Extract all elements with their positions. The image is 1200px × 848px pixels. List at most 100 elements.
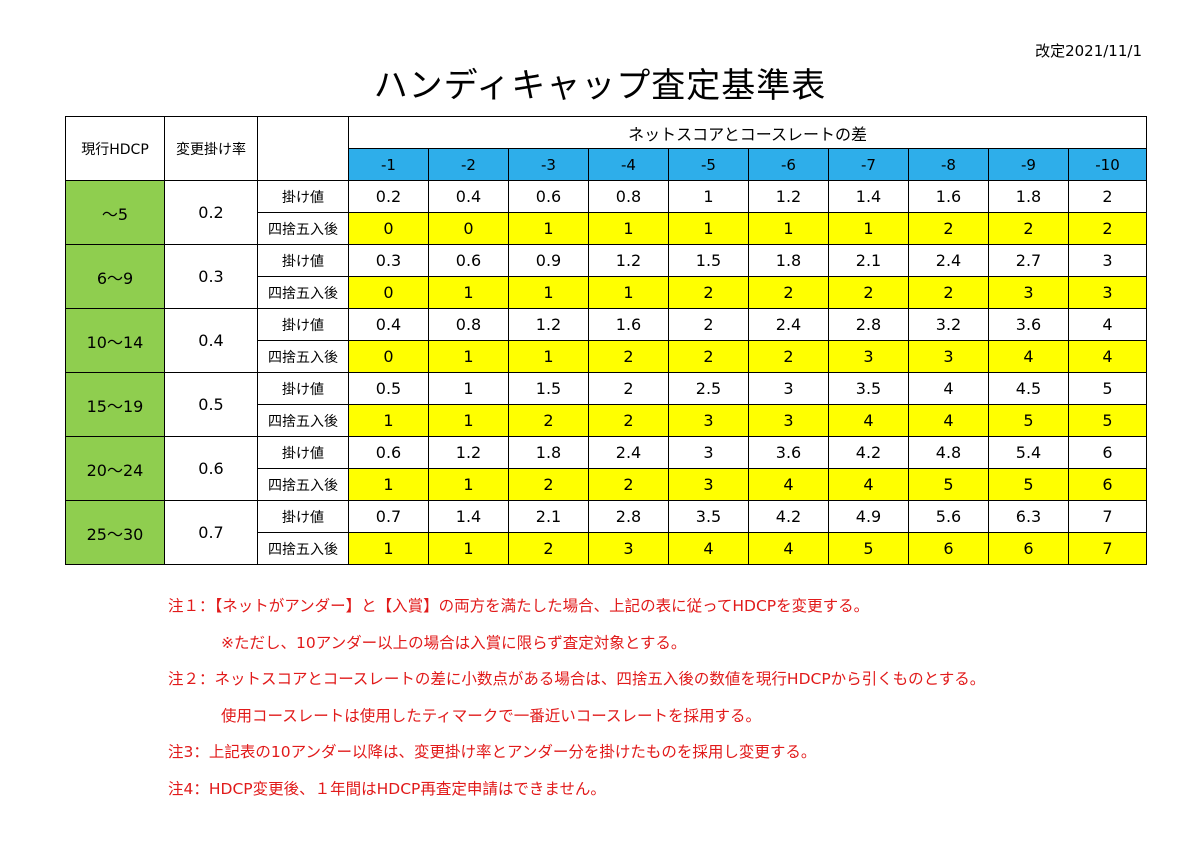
rounded-value-cell: 2	[988, 212, 1069, 245]
kake-value-cell: 2	[588, 372, 669, 405]
note-line: 注3：上記表の10アンダー以降は、変更掛け率とアンダー分を掛けたものを採用し変更…	[168, 743, 817, 761]
note-line: 注4：HDCP変更後、１年間はHDCP再査定申請はできません。	[168, 779, 606, 798]
kake-value-cell: 0.2	[348, 180, 429, 213]
kake-value-cell: 1.2	[508, 308, 589, 341]
kake-value-cell: 6	[1067, 436, 1148, 469]
table-row-rounded: 四捨五入後 1 1 2 3 4 4 5 6 6 7	[66, 532, 1148, 565]
kake-value-cell: 0.9	[508, 244, 589, 277]
rounded-value-cell: 2	[508, 468, 589, 501]
rounded-value-cell: 1	[668, 212, 749, 245]
row-label-rounded: 四捨五入後	[257, 404, 349, 437]
note-line: 注１：【ネットがアンダー】と【入賞】の両方を満たした場合、上記の表に従ってHDC…	[168, 597, 870, 615]
diff-header-cell: -2	[428, 148, 509, 181]
kake-value-cell: 1	[668, 180, 749, 213]
hdcp-range-cell: 6～9	[65, 244, 165, 309]
kake-value-cell: 3	[748, 372, 829, 405]
rounded-value-cell: 2	[908, 212, 989, 245]
handicap-table: 現行HDCP 変更掛け率 ネットスコアとコースレートの差 -1 -2 -3 -4 -5-…	[65, 116, 1148, 565]
kake-value-cell: 4	[1067, 308, 1148, 341]
kake-value-cell: 0.4	[348, 308, 429, 341]
kake-value-cell: 2.1	[508, 500, 589, 533]
rounded-value-cell: 4	[988, 340, 1069, 373]
rounded-value-cell: 0	[348, 340, 429, 373]
rate-cell: 0.7	[164, 500, 258, 565]
rounded-value-cell: 2	[1067, 212, 1148, 245]
kake-value-cell: 1.4	[428, 500, 509, 533]
rate-cell: 0.4	[164, 308, 258, 373]
rounded-value-cell: 4	[1067, 340, 1148, 373]
rounded-value-cell: 1	[348, 468, 429, 501]
rounded-value-cell: 3	[668, 404, 749, 437]
kake-value-cell: 7	[1067, 500, 1148, 533]
rounded-value-cell: 2	[908, 276, 989, 309]
table-header-row: 現行HDCP 変更掛け率 ネットスコアとコースレートの差	[65, 116, 1148, 181]
diff-header-cell: -4	[588, 148, 669, 181]
table-row-kake: 20～24 0.6 掛け値 0.6 1.2 1.8 2.4 3 3.6 4.2 4.8 5.4 6	[65, 436, 1148, 501]
kake-value-cell: 4	[908, 372, 989, 405]
kake-value-cell: 0.7	[348, 500, 429, 533]
kake-value-cell: 1.5	[668, 244, 749, 277]
kake-value-cell: 4.9	[828, 500, 909, 533]
row-label-rounded: 四捨五入後	[257, 468, 349, 501]
kake-value-cell: 2	[668, 308, 749, 341]
kake-value-cell: 2	[1067, 180, 1148, 213]
rounded-value-cell: 1	[348, 532, 429, 565]
rounded-value-cell: 1	[588, 212, 669, 245]
rounded-value-cell: 0	[348, 276, 429, 309]
kake-value-cell: 0.3	[348, 244, 429, 277]
rounded-value-cell: 2	[668, 276, 749, 309]
rounded-value-cell: 2	[828, 276, 909, 309]
hdcp-range-cell: ～5	[65, 180, 165, 245]
kake-value-cell: 2.8	[828, 308, 909, 341]
hdcp-range-cell: 10～14	[65, 308, 165, 373]
rounded-value-cell: 3	[1067, 276, 1148, 309]
rounded-value-cell: 4	[828, 468, 909, 501]
table-row-kake: 25～30 0.7 掛け値 0.7 1.4 2.1 2.8 3.5 4.2 4.9 5.6 6.3 7	[65, 500, 1148, 565]
rounded-value-cell: 1	[428, 340, 509, 373]
kake-value-cell: 2.4	[748, 308, 829, 341]
rounded-value-cell: 1	[428, 404, 509, 437]
diff-header-row: -1 -2 -3 -4 -5 -6 -7 -8 -9 -10	[66, 148, 1148, 181]
rounded-value-cell: 3	[828, 340, 909, 373]
rounded-value-cell: 5	[1067, 404, 1148, 437]
kake-value-cell: 3	[1067, 244, 1148, 277]
table-row-rounded: 四捨五入後 0 1 1 2 2 2 3 3 4 4	[66, 340, 1148, 373]
kake-value-cell: 4.2	[828, 436, 909, 469]
kake-value-cell: 1.4	[828, 180, 909, 213]
notes-section: 注１：【ネットがアンダー】と【入賞】の両方を満たした場合、上記の表に従ってHDC…	[168, 594, 985, 813]
kake-value-cell: 1.8	[748, 244, 829, 277]
rounded-value-cell: 4	[668, 532, 749, 565]
rounded-value-cell: 1	[428, 468, 509, 501]
rounded-value-cell: 1	[508, 212, 589, 245]
rounded-value-cell: 3	[748, 404, 829, 437]
row-label-kake: 掛け値	[257, 244, 349, 277]
rounded-value-cell: 1	[348, 404, 429, 437]
rate-cell: 0.6	[164, 436, 258, 501]
kake-value-cell: 6.3	[988, 500, 1069, 533]
rounded-value-cell: 3	[988, 276, 1069, 309]
row-label-kake: 掛け値	[257, 180, 349, 213]
kake-value-cell: 0.5	[348, 372, 429, 405]
rounded-value-cell: 4	[748, 532, 829, 565]
rounded-value-cell: 2	[508, 404, 589, 437]
kake-value-cell: 2.4	[908, 244, 989, 277]
row-label-kake: 掛け値	[257, 308, 349, 341]
rounded-value-cell: 2	[508, 532, 589, 565]
kake-value-cell: 3.5	[668, 500, 749, 533]
diff-header-cell: -6	[748, 148, 829, 181]
rounded-value-cell: 2	[668, 340, 749, 373]
rounded-value-cell: 0	[348, 212, 429, 245]
table-row-rounded: 四捨五入後 0 0 1 1 1 1 1 2 2 2	[66, 212, 1148, 245]
rounded-value-cell: 2	[748, 340, 829, 373]
diff-header-cell: -7	[828, 148, 909, 181]
kake-value-cell: 1.2	[748, 180, 829, 213]
header-diff-group: ネットスコアとコースレートの差	[347, 116, 1148, 149]
kake-value-cell: 2.8	[588, 500, 669, 533]
header-blank	[257, 116, 349, 181]
kake-value-cell: 1.8	[988, 180, 1069, 213]
kake-value-cell: 3.5	[828, 372, 909, 405]
rounded-value-cell: 5	[988, 404, 1069, 437]
rate-cell: 0.2	[164, 180, 258, 245]
kake-value-cell: 1.6	[588, 308, 669, 341]
diff-header-cell: -8	[908, 148, 989, 181]
